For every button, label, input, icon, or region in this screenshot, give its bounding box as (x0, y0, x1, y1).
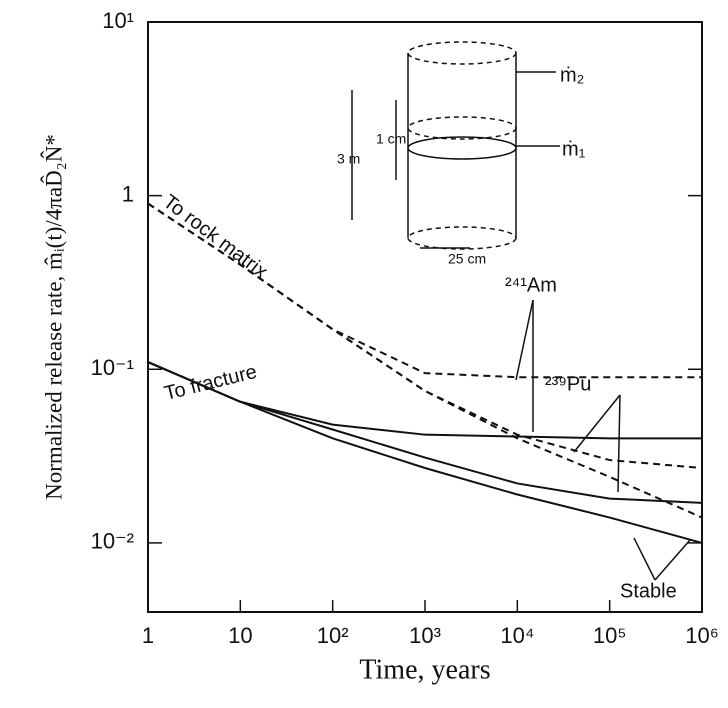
x-tick-label: 10² (317, 623, 349, 648)
y-tick-label: 10¹ (102, 8, 134, 33)
annotation: ²⁴¹Am (505, 274, 557, 296)
inset-drawing (351, 41, 691, 581)
annotation: 3 m (337, 151, 360, 167)
annotation: Stable (620, 580, 677, 602)
y-tick-label: 10⁻¹ (91, 355, 134, 380)
x-tick-label: 10⁴ (500, 623, 534, 648)
x-tick-label: 10³ (409, 623, 441, 648)
annotation: To rock matrix (159, 191, 272, 283)
y-tick-label: 1 (122, 181, 134, 206)
annotation: ²³⁹Pu (545, 373, 591, 395)
x-tick-label: 1 (142, 623, 154, 648)
annotation: ṁ₂ (560, 64, 584, 86)
x-axis-label: Time, years (359, 654, 490, 685)
y-tick-label: 10⁻² (91, 529, 134, 554)
annotation: ṁ₁ (562, 138, 586, 160)
series-line (147, 361, 703, 544)
x-tick-label: 10⁶ (685, 623, 719, 648)
y-axis-label: Normalized release rate, m̂ᵢ(t)/4πaD̂₂N̂… (40, 134, 67, 500)
x-tick-label: 10⁵ (593, 623, 627, 648)
series-line (147, 202, 703, 519)
x-tick-label: 10 (228, 623, 252, 648)
plot-frame (147, 21, 703, 613)
annotation: To fracture (162, 361, 259, 405)
annotation: 1 cm (376, 131, 406, 147)
series-line (147, 202, 702, 379)
annotation: 25 cm (448, 251, 486, 267)
